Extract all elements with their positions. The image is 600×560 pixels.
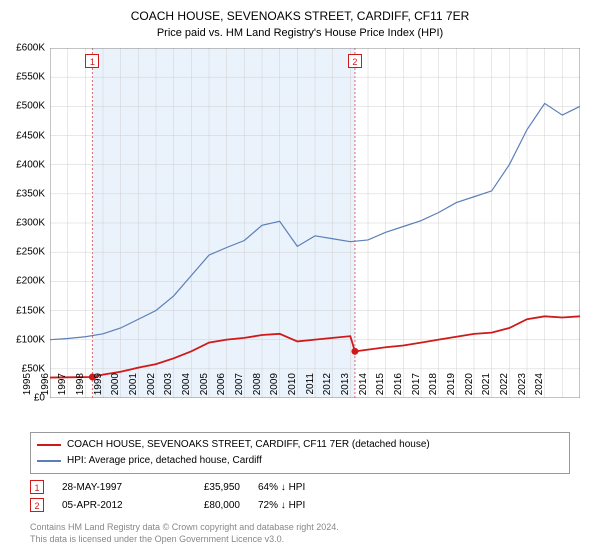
x-tick-label: 2008 bbox=[252, 373, 263, 403]
y-tick-label: £100K bbox=[16, 334, 45, 345]
x-tick-label: 2013 bbox=[340, 373, 351, 403]
event-date: 05-APR-2012 bbox=[62, 500, 162, 511]
chart-container: COACH HOUSE, SEVENOAKS STREET, CARDIFF, … bbox=[0, 0, 600, 560]
x-tick-label: 2017 bbox=[411, 373, 422, 403]
legend-label: COACH HOUSE, SEVENOAKS STREET, CARDIFF, … bbox=[67, 437, 430, 453]
x-tick-label: 1999 bbox=[93, 373, 104, 403]
event-hpi: 72% ↓ HPI bbox=[258, 500, 338, 511]
y-tick-label: £400K bbox=[16, 159, 45, 170]
x-tick-label: 1996 bbox=[40, 373, 51, 403]
x-tick-label: 2002 bbox=[146, 373, 157, 403]
sale-marker-box: 1 bbox=[85, 54, 99, 68]
x-tick-label: 2018 bbox=[428, 373, 439, 403]
event-num-box: 1 bbox=[30, 480, 44, 494]
events-table: 1 28-MAY-1997 £35,950 64% ↓ HPI 2 05-APR-2012… bbox=[30, 478, 570, 514]
chart-area: £0£50K£100K£150K£200K£250K£300K£350K£400… bbox=[50, 48, 580, 398]
y-tick-label: £200K bbox=[16, 276, 45, 287]
x-tick-label: 2003 bbox=[163, 373, 174, 403]
event-num-box: 2 bbox=[30, 498, 44, 512]
event-price: £35,950 bbox=[180, 482, 240, 493]
y-tick-label: £300K bbox=[16, 218, 45, 229]
x-tick-label: 2014 bbox=[358, 373, 369, 403]
x-tick-label: 1995 bbox=[22, 373, 33, 403]
y-tick-label: £500K bbox=[16, 101, 45, 112]
footer-line1: Contains HM Land Registry data © Crown c… bbox=[30, 522, 570, 534]
x-tick-label: 2000 bbox=[110, 373, 121, 403]
x-tick-label: 2004 bbox=[181, 373, 192, 403]
x-tick-label: 2009 bbox=[269, 373, 280, 403]
footer-text: Contains HM Land Registry data © Crown c… bbox=[30, 522, 570, 545]
x-tick-label: 1998 bbox=[75, 373, 86, 403]
y-tick-label: £350K bbox=[16, 188, 45, 199]
x-tick-label: 2019 bbox=[446, 373, 457, 403]
x-tick-label: 1997 bbox=[57, 373, 68, 403]
x-tick-label: 2010 bbox=[287, 373, 298, 403]
x-tick-label: 2023 bbox=[517, 373, 528, 403]
x-tick-label: 2007 bbox=[234, 373, 245, 403]
y-tick-label: £600K bbox=[16, 43, 45, 54]
legend-item: HPI: Average price, detached house, Card… bbox=[37, 453, 563, 469]
legend-label: HPI: Average price, detached house, Card… bbox=[67, 453, 262, 469]
event-hpi: 64% ↓ HPI bbox=[258, 482, 338, 493]
chart-title: COACH HOUSE, SEVENOAKS STREET, CARDIFF, … bbox=[0, 0, 600, 25]
x-tick-label: 2016 bbox=[393, 373, 404, 403]
x-tick-label: 2024 bbox=[534, 373, 545, 403]
legend-swatch bbox=[37, 460, 61, 462]
event-row: 1 28-MAY-1997 £35,950 64% ↓ HPI bbox=[30, 478, 570, 496]
x-tick-label: 2001 bbox=[128, 373, 139, 403]
sale-marker-box: 2 bbox=[348, 54, 362, 68]
legend-swatch bbox=[37, 444, 61, 446]
y-tick-label: £450K bbox=[16, 130, 45, 141]
y-tick-label: £250K bbox=[16, 247, 45, 258]
x-tick-label: 2021 bbox=[481, 373, 492, 403]
event-row: 2 05-APR-2012 £80,000 72% ↓ HPI bbox=[30, 496, 570, 514]
x-tick-label: 2020 bbox=[464, 373, 475, 403]
chart-subtitle: Price paid vs. HM Land Registry's House … bbox=[0, 25, 600, 39]
x-tick-label: 2022 bbox=[499, 373, 510, 403]
x-tick-label: 2005 bbox=[199, 373, 210, 403]
x-tick-label: 2012 bbox=[322, 373, 333, 403]
x-tick-label: 2015 bbox=[375, 373, 386, 403]
event-date: 28-MAY-1997 bbox=[62, 482, 162, 493]
x-tick-label: 2006 bbox=[216, 373, 227, 403]
y-tick-label: £550K bbox=[16, 72, 45, 83]
x-tick-label: 2011 bbox=[305, 373, 316, 403]
legend-item: COACH HOUSE, SEVENOAKS STREET, CARDIFF, … bbox=[37, 437, 563, 453]
event-price: £80,000 bbox=[180, 500, 240, 511]
legend-box: COACH HOUSE, SEVENOAKS STREET, CARDIFF, … bbox=[30, 432, 570, 474]
footer-line2: This data is licensed under the Open Gov… bbox=[30, 534, 570, 546]
chart-plot bbox=[50, 48, 580, 398]
y-tick-label: £150K bbox=[16, 305, 45, 316]
